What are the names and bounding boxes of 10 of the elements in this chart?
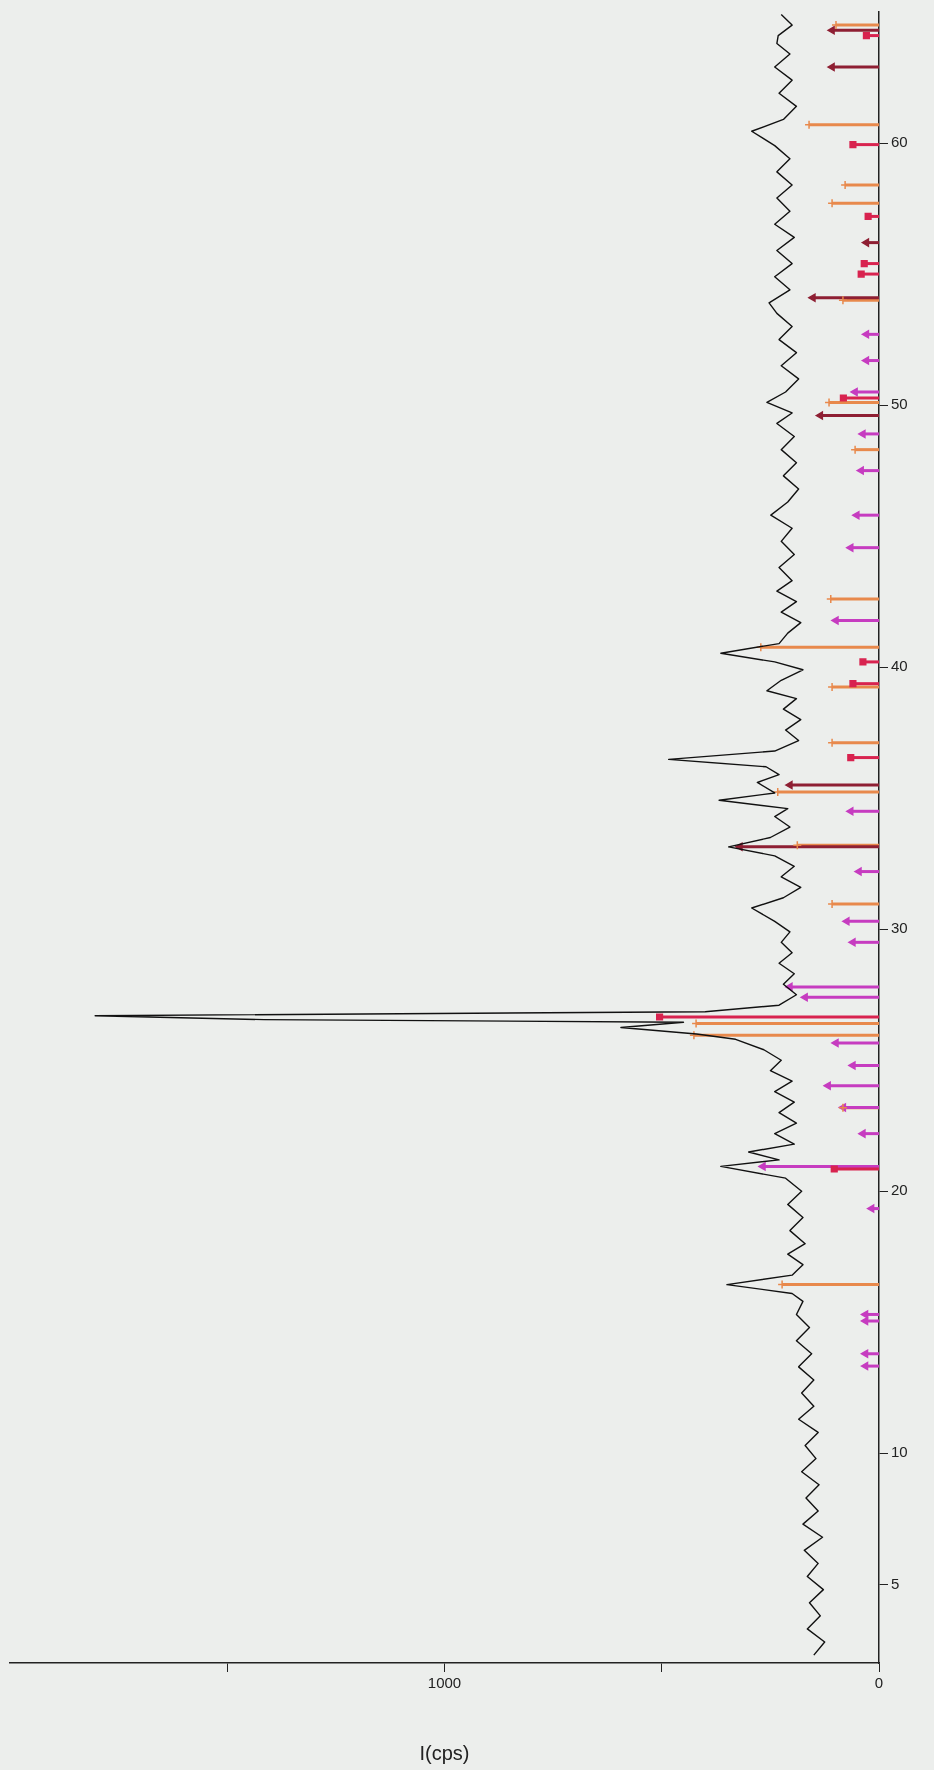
x-tick-label: 0 — [874, 1674, 884, 1692]
y-tick-label: 50 — [891, 395, 908, 413]
y-tick-label: 5 — [891, 1574, 900, 1592]
y-tick-label: 30 — [891, 919, 908, 937]
x-tick-label: 1000 — [427, 1674, 462, 1692]
y-tick-label: 40 — [891, 657, 908, 675]
y-tick-label: 60 — [891, 133, 908, 151]
y-tick-label: 10 — [891, 1443, 908, 1461]
y-tick-label: 20 — [891, 1181, 908, 1199]
x-axis-title: I(cps) — [419, 1741, 470, 1764]
